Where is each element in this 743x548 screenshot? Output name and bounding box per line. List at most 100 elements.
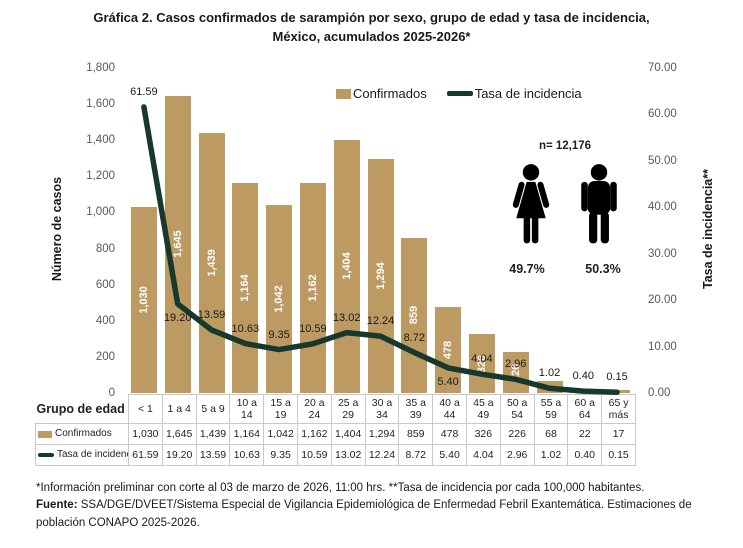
table-row: Confirmados 1,030 1,645 1,439 1,164 1,042 1,16… [35,423,636,445]
table-cell: 10.59 [296,444,332,466]
right-tick-label: 10.00 [648,340,677,353]
right-axis-title: Tasa de incidencia** [701,169,715,289]
footnote-source: Fuente: SSA/DGE/DVEET/Sistema Especial d… [36,497,736,532]
chart-title: Gráfica 2. Casos confirmados de sarampió… [0,9,743,47]
table-row-label: Tasa de incidencia [35,444,129,466]
age-group-header: 20 a 24 [296,394,332,424]
left-tick-label: 400 [95,314,115,327]
incidence-value-label: 13.59 [197,308,226,321]
bar-30 a 34 [367,159,394,393]
age-group-header: 25 a 29 [330,394,366,424]
incidence-value-label: 8.72 [403,331,426,344]
bar-< 1 [130,207,157,393]
incidence-value-label: 12.24 [366,315,395,328]
table-cell: 0.40 [567,444,603,466]
left-axis-title: Número de casos [50,176,64,282]
table-cell: 1,164 [229,423,265,445]
table-cell: 12.24 [364,444,400,466]
left-tick-label: 0 [108,387,115,399]
legend-item-confirmados: Confirmados [336,86,427,101]
incidence-value-label: 9.35 [268,328,290,341]
bar-20 a 24 [299,183,326,393]
table-cell: 2.96 [499,444,535,466]
table-cell: 13.02 [330,444,366,466]
woman-icon [512,164,550,244]
left-tick-label: 600 [95,278,115,291]
right-tick-label: 0.00 [648,387,671,399]
table-cell: 226 [499,423,535,445]
bar-15 a 19 [266,204,293,393]
incidence-value-label: 10.59 [299,322,327,335]
table-cell: 61.59 [128,444,163,466]
table-cell: 1,030 [128,423,163,445]
legend-item-tasa: Tasa de incidencia [446,86,582,101]
chart-legend: Confirmados Tasa de incidencia [336,86,582,101]
table-cell: 0.15 [601,444,636,466]
age-group-header: 10 a 14 [229,394,265,424]
table-cell: 19.20 [161,444,197,466]
table-cell: 1,645 [161,423,197,445]
age-group-header: 60 a 64 [567,394,603,424]
table-cell: 1,294 [364,423,400,445]
table-cell: 17 [601,423,636,445]
age-group-header: 40 a 44 [432,394,467,424]
left-tick-label: 1,000 [86,206,115,219]
bar-40 a 44 [435,306,462,393]
right-tick-label: 40.00 [648,201,677,214]
confirmados-swatch-icon [336,88,351,99]
source-text: SSA/DGE/DVEET/Sistema Especial de Vigila… [36,499,692,529]
table-row-label: Confirmados [35,423,129,445]
age-group-header: 45 a 49 [465,394,501,424]
incidence-value-label: 19.20 [163,311,192,324]
age-group-header: 35 a 39 [398,394,434,424]
series-name: Tasa de incidencia [57,449,128,461]
chart-title-line1: Gráfica 2. Casos confirmados de sarampió… [93,10,650,25]
bar-45 a 49 [468,334,495,393]
table-corner-label: Grupo de edad [35,394,129,424]
man-icon [581,164,617,244]
footnote-preliminary: *Información preliminar con corte al 03 … [36,482,645,494]
table-cell: 1,162 [296,423,332,445]
sex-distribution-annotation: n= 12,176 [495,140,635,276]
left-tick-label: 800 [95,242,115,255]
table-cell: 1.02 [533,444,569,466]
incidence-value-label: 0.40 [572,370,595,383]
legend-label-confirmados: Confirmados [353,86,427,101]
table-row: Tasa de incidencia61.5919.2013.5910.639.… [35,444,636,466]
age-group-header: 15 a 19 [263,394,298,424]
table-cell: 13.59 [195,444,231,466]
right-tick-label: 60.00 [648,108,677,121]
table-cell: 4.04 [465,444,501,466]
age-group-header: 50 a 54 [499,394,535,424]
confirmados-swatch-icon [38,430,52,438]
table-cell: 1,042 [263,423,298,445]
incidence-value-label: 10.63 [231,322,260,335]
chart-title-line2: México, acumulados 2025-2026* [272,28,471,44]
left-tick-label: 1,800 [86,62,115,74]
right-tick-label: 70.00 [648,62,677,74]
table-cell: 8.72 [398,444,434,466]
incidence-line [141,104,620,396]
left-tick-label: 1,600 [86,98,115,111]
right-tick-label: 30.00 [648,247,677,260]
age-group-header: 55 a 59 [533,394,569,424]
footnotes: *Información preliminar con corte al 03 … [36,480,736,532]
incidence-value-label: 0.15 [606,371,628,384]
table-cell: 22 [567,423,603,445]
female-percentage: 49.7% [509,262,545,276]
incidence-value-label: 13.02 [332,311,361,324]
table-cell: 859 [398,423,434,445]
series-name: Confirmados [55,428,112,440]
incidence-value-label: 61.59 [130,86,158,99]
table-cell: 5.40 [432,444,467,466]
left-tick-label: 200 [95,350,115,363]
bar-50 a 54 [502,352,529,393]
table-cell: 1,404 [330,423,366,445]
age-group-header: 30 a 34 [364,394,400,424]
source-label: Fuente: [36,499,78,512]
left-tick-label: 1,400 [86,134,115,147]
table-cell: 10.63 [229,444,265,466]
left-tick-label: 1,200 [86,170,115,183]
